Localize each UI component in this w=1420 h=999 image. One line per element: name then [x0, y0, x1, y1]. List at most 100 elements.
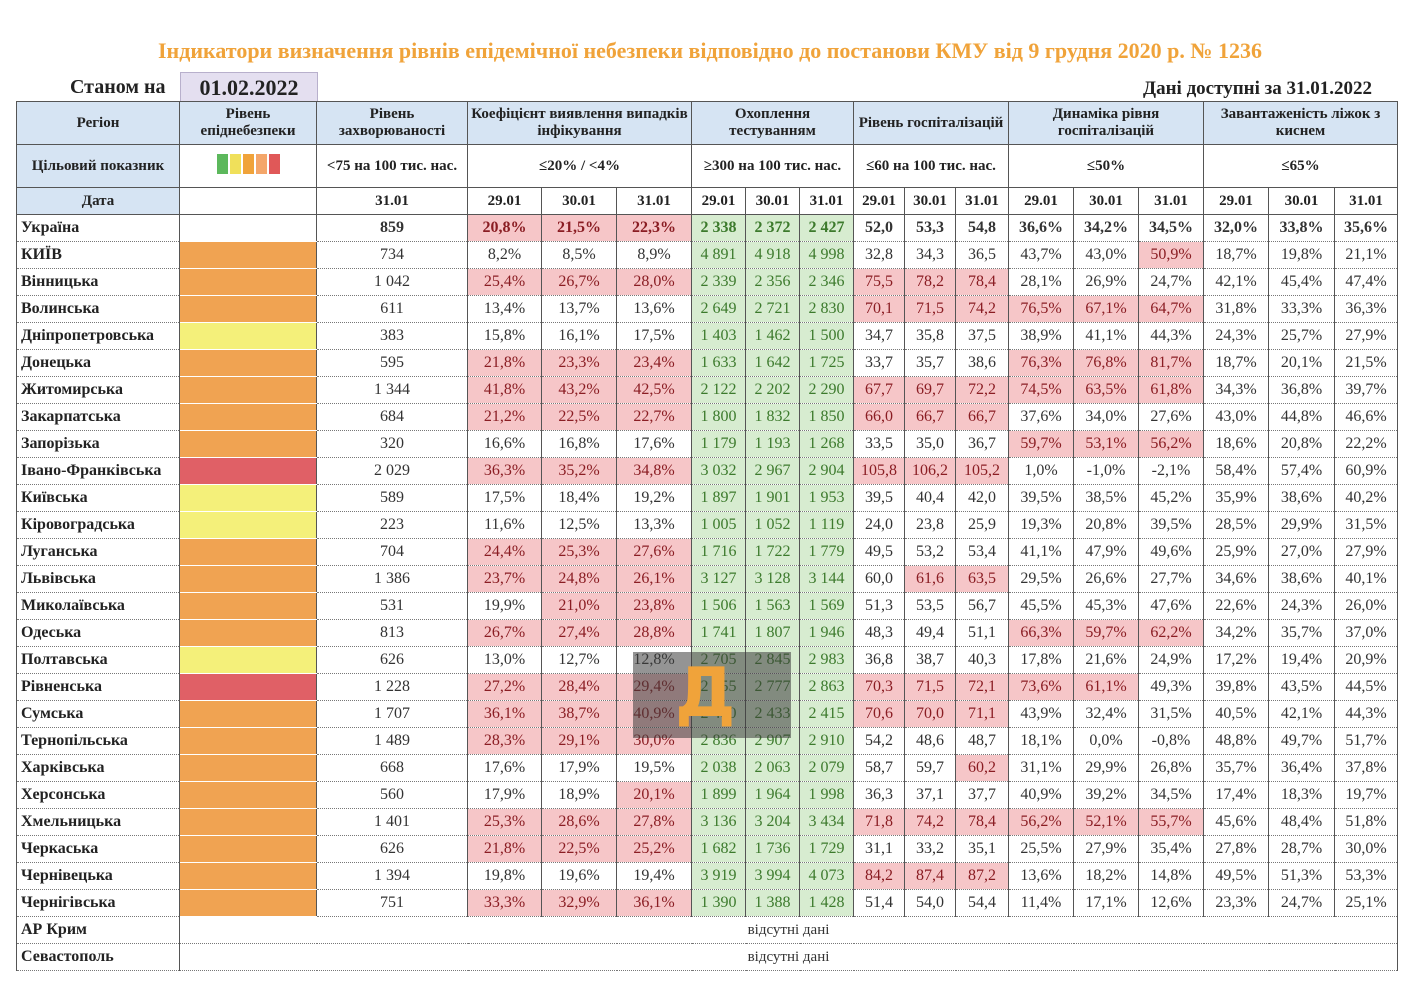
hospitalization-value: 66,7	[904, 403, 956, 431]
hosp-dynamics-value: 26,6%	[1073, 565, 1139, 593]
hosp-dynamics-value: -1,0%	[1073, 457, 1139, 485]
table-row: Черкаська 626 21,8% 22,5% 25,2% 1 682 1 736 1 7…	[16, 835, 1398, 863]
hospitalization-value: 49,5	[853, 538, 905, 566]
hospitalization-value: 36,8	[853, 646, 905, 674]
date-testing: 30.01	[745, 187, 800, 215]
epidemic-level-cell	[179, 403, 317, 431]
hosp-dynamics-value: 49,6%	[1138, 538, 1204, 566]
oxygen-beds-value: 18,7%	[1203, 349, 1269, 377]
hospitalization-value: 71,1	[955, 700, 1009, 728]
hosp-dynamics-value: 34,0%	[1073, 403, 1139, 431]
hospitalization-value: 51,1	[955, 619, 1009, 647]
level-swatch	[268, 153, 280, 174]
hospitalization-value: 51,3	[853, 592, 905, 620]
table-row: Херсонська 560 17,9% 18,9% 20,1% 1 899 1 964 1 …	[16, 781, 1398, 809]
detection-value: 16,8%	[541, 430, 617, 458]
epidemic-level-cell	[179, 511, 317, 539]
region-name: Житомирська	[16, 376, 180, 404]
hospitalization-value: 69,7	[904, 376, 956, 404]
detection-value: 13,6%	[616, 295, 692, 323]
region-name: Запорізька	[16, 430, 180, 458]
oxygen-beds-value: 25,7%	[1268, 322, 1335, 350]
hospitalization-value: 53,2	[904, 538, 956, 566]
detection-value: 23,8%	[616, 592, 692, 620]
hosp-dynamics-value: 45,5%	[1008, 592, 1074, 620]
incidence-value: 813	[316, 619, 468, 647]
detection-value: 28,8%	[616, 619, 692, 647]
hosp-dynamics-value: 18,2%	[1073, 862, 1139, 890]
testing-value: 2 122	[691, 376, 746, 404]
hosp-dynamics-value: 27,9%	[1073, 835, 1139, 863]
no-data-note: відсутні дані	[179, 943, 1398, 971]
hospitalization-value: 75,5	[853, 268, 905, 296]
oxygen-beds-value: 20,1%	[1268, 349, 1335, 377]
hosp-dynamics-value: 76,8%	[1073, 349, 1139, 377]
detection-value: 32,9%	[541, 889, 617, 917]
detection-value: 13,7%	[541, 295, 617, 323]
testing-value: 1 899	[691, 781, 746, 809]
hospitalization-value: 78,4	[955, 808, 1009, 836]
hospitalization-value: 32,8	[853, 241, 905, 269]
oxygen-beds-value: 22,6%	[1203, 592, 1269, 620]
region-name: АР Крим	[16, 916, 180, 944]
testing-value: 1 901	[745, 484, 800, 512]
hospitalization-value: 38,6	[955, 349, 1009, 377]
testing-value: 2 063	[745, 754, 800, 782]
hosp-dynamics-value: 74,5%	[1008, 376, 1074, 404]
region-name: Севастополь	[16, 943, 180, 971]
incidence-value: 595	[316, 349, 468, 377]
detection-value: 22,3%	[616, 214, 692, 242]
detection-value: 22,5%	[541, 835, 617, 863]
detection-value: 21,2%	[467, 403, 542, 431]
testing-value: 2 427	[799, 214, 854, 242]
testing-value: 2 356	[745, 268, 800, 296]
detection-value: 12,5%	[541, 511, 617, 539]
hosp-dynamics-value: 35,4%	[1138, 835, 1204, 863]
table-row: Запорізька 320 16,6% 16,8% 17,6% 1 179 1 193 1 …	[16, 430, 1398, 458]
hosp-dynamics-value: 29,9%	[1073, 754, 1139, 782]
hospitalization-value: 54,2	[853, 727, 905, 755]
testing-value: 2 338	[691, 214, 746, 242]
detection-value: 20,8%	[467, 214, 542, 242]
hospitalization-value: 105,8	[853, 457, 905, 485]
testing-value: 4 998	[799, 241, 854, 269]
hospitalization-value: 66,0	[853, 403, 905, 431]
region-name: Волинська	[16, 295, 180, 323]
detection-value: 19,8%	[467, 862, 542, 890]
hospitalization-value: 33,7	[853, 349, 905, 377]
oxygen-beds-value: 37,0%	[1334, 619, 1398, 647]
region-name: Миколаївська	[16, 592, 180, 620]
date-detection: 30.01	[541, 187, 617, 215]
hospitalization-value: 67,7	[853, 376, 905, 404]
hospitalization-value: 59,7	[904, 754, 956, 782]
hospitalization-value: 34,3	[904, 241, 956, 269]
date-beds: 30.01	[1268, 187, 1335, 215]
incidence-value: 1 707	[316, 700, 468, 728]
hospitalization-value: 39,5	[853, 484, 905, 512]
oxygen-beds-value: 19,8%	[1268, 241, 1335, 269]
incidence-value: 1 489	[316, 727, 468, 755]
table-row: Україна 859 20,8% 21,5% 22,3% 2 338 2 372 2 427…	[16, 214, 1398, 242]
oxygen-beds-value: 39,7%	[1334, 376, 1398, 404]
detection-value: 16,1%	[541, 322, 617, 350]
region-name: Черкаська	[16, 835, 180, 863]
oxygen-beds-value: 20,8%	[1268, 430, 1335, 458]
detection-value: 27,6%	[616, 538, 692, 566]
oxygen-beds-value: 36,4%	[1268, 754, 1335, 782]
hosp-dynamics-value: 24,7%	[1138, 268, 1204, 296]
oxygen-beds-value: 22,2%	[1334, 430, 1398, 458]
epidemic-level-cell	[179, 754, 317, 782]
hospitalization-value: 48,6	[904, 727, 956, 755]
oxygen-beds-value: 40,5%	[1203, 700, 1269, 728]
hospitalization-value: 78,4	[955, 268, 1009, 296]
testing-value: 1 741	[691, 619, 746, 647]
detection-value: 34,8%	[616, 457, 692, 485]
oxygen-beds-value: 35,6%	[1334, 214, 1398, 242]
detection-value: 17,9%	[467, 781, 542, 809]
incidence-value: 1 228	[316, 673, 468, 701]
incidence-value: 859	[316, 214, 468, 242]
detection-value: 21,8%	[467, 349, 542, 377]
hosp-dynamics-value: -2,1%	[1138, 457, 1204, 485]
hosp-dynamics-value: 29,5%	[1008, 565, 1074, 593]
detection-value: 28,6%	[541, 808, 617, 836]
